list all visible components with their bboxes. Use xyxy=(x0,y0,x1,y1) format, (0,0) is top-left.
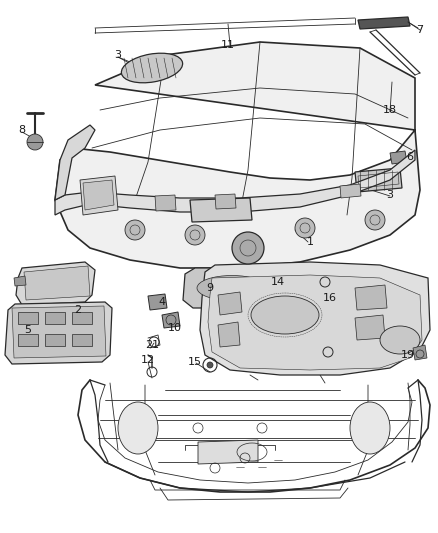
Polygon shape xyxy=(162,312,180,328)
Text: 8: 8 xyxy=(18,125,25,135)
Polygon shape xyxy=(55,125,95,200)
Circle shape xyxy=(125,220,145,240)
Polygon shape xyxy=(183,268,280,308)
Text: 1: 1 xyxy=(307,237,314,247)
Circle shape xyxy=(232,232,264,264)
Polygon shape xyxy=(148,294,167,310)
Polygon shape xyxy=(24,266,90,300)
Ellipse shape xyxy=(118,402,158,454)
Polygon shape xyxy=(390,151,407,164)
Text: 15: 15 xyxy=(188,357,202,367)
Text: 21: 21 xyxy=(145,340,159,350)
Polygon shape xyxy=(218,292,242,315)
Circle shape xyxy=(295,218,315,238)
Text: 6: 6 xyxy=(406,152,413,162)
Polygon shape xyxy=(215,194,236,209)
Text: 11: 11 xyxy=(221,40,235,50)
Polygon shape xyxy=(55,42,420,268)
Polygon shape xyxy=(14,276,26,286)
Ellipse shape xyxy=(251,296,319,334)
Text: 19: 19 xyxy=(401,350,415,360)
Polygon shape xyxy=(72,334,92,346)
Polygon shape xyxy=(16,262,95,305)
Polygon shape xyxy=(18,334,38,346)
Polygon shape xyxy=(208,275,422,370)
Polygon shape xyxy=(355,315,385,340)
Circle shape xyxy=(27,134,43,150)
Text: 18: 18 xyxy=(383,105,397,115)
Text: 2: 2 xyxy=(74,305,81,315)
Polygon shape xyxy=(218,322,240,347)
Text: 12: 12 xyxy=(141,355,155,365)
Text: 10: 10 xyxy=(168,323,182,333)
Text: 7: 7 xyxy=(417,25,424,35)
Polygon shape xyxy=(80,176,118,215)
Polygon shape xyxy=(340,184,361,198)
Polygon shape xyxy=(198,440,258,464)
Polygon shape xyxy=(12,306,106,358)
Polygon shape xyxy=(5,302,112,364)
Polygon shape xyxy=(355,285,387,310)
Ellipse shape xyxy=(121,53,183,83)
Text: 4: 4 xyxy=(159,297,166,307)
Text: 3: 3 xyxy=(114,50,121,60)
Circle shape xyxy=(185,225,205,245)
Ellipse shape xyxy=(350,402,390,454)
Polygon shape xyxy=(45,312,65,324)
Text: 5: 5 xyxy=(25,325,32,335)
Polygon shape xyxy=(413,345,427,360)
Ellipse shape xyxy=(380,326,420,354)
Ellipse shape xyxy=(197,276,267,301)
Polygon shape xyxy=(190,198,252,222)
Polygon shape xyxy=(72,312,92,324)
Polygon shape xyxy=(355,168,402,192)
Text: 9: 9 xyxy=(206,283,214,293)
Circle shape xyxy=(207,362,213,368)
Polygon shape xyxy=(83,180,114,210)
Polygon shape xyxy=(200,262,430,375)
Polygon shape xyxy=(55,150,415,215)
Text: 14: 14 xyxy=(271,277,285,287)
Circle shape xyxy=(365,210,385,230)
Polygon shape xyxy=(155,195,176,211)
Text: 16: 16 xyxy=(323,293,337,303)
Polygon shape xyxy=(45,334,65,346)
Text: 3: 3 xyxy=(386,190,393,200)
Polygon shape xyxy=(358,17,410,29)
Polygon shape xyxy=(18,312,38,324)
